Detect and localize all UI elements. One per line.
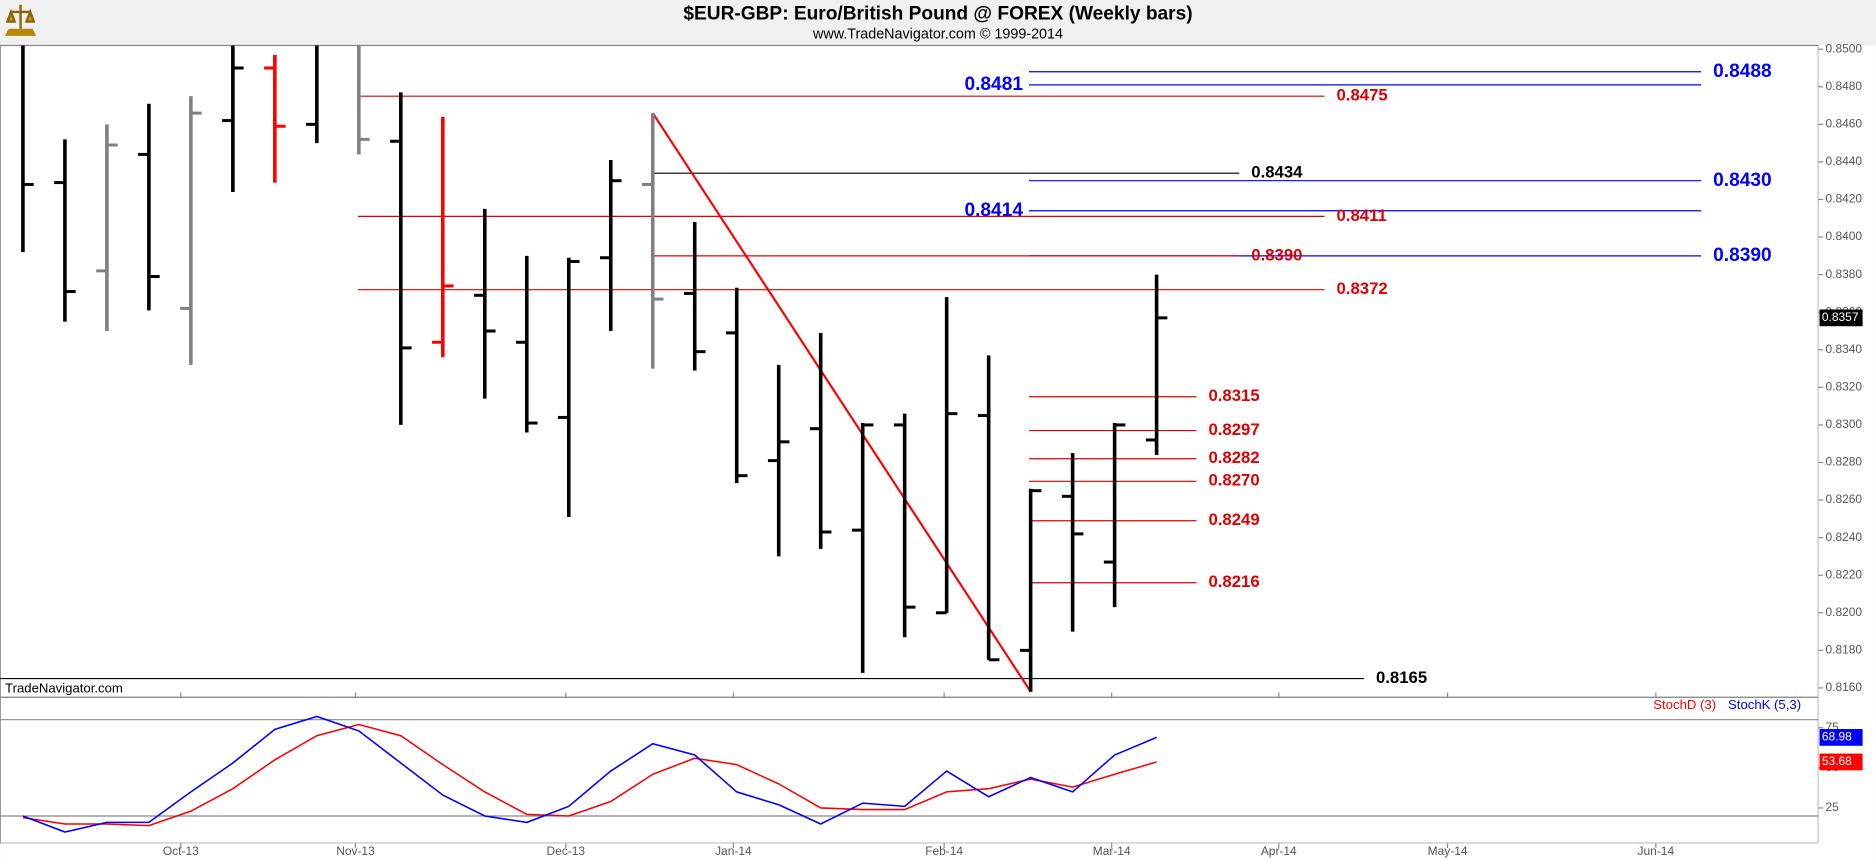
y-tick-label: 0.8200 <box>1826 605 1863 619</box>
chart-title: $EUR-GBP: Euro/British Pound @ FOREX (We… <box>683 3 1192 24</box>
level-label: 0.8434 <box>1251 163 1303 182</box>
stoch-line <box>22 723 1157 827</box>
y-tick-label: 0.8320 <box>1826 380 1863 394</box>
y-tick-label: 0.8420 <box>1826 192 1863 206</box>
level-label: 0.8390 <box>1251 245 1302 264</box>
y-tick-label: 0.8340 <box>1826 342 1863 356</box>
level-label: 0.8488 <box>1713 61 1772 82</box>
x-tick-label: Dec-13 <box>547 844 586 858</box>
level-label: 0.8282 <box>1208 448 1259 467</box>
stoch-line <box>22 715 1157 833</box>
x-tick-label: May-14 <box>1428 844 1468 858</box>
y-tick-label: 0.8440 <box>1826 154 1863 168</box>
watermark: TradeNavigator.com <box>5 680 123 695</box>
x-tick-label: Jun-14 <box>1638 844 1675 858</box>
x-tick-label: Oct-13 <box>163 844 199 858</box>
level-label: 0.8411 <box>1337 206 1387 225</box>
x-tick-label: Apr-14 <box>1261 844 1297 858</box>
level-label: 0.8249 <box>1208 510 1259 529</box>
y-tick-label: 0.8280 <box>1826 455 1863 469</box>
level-label: 0.8430 <box>1713 170 1772 191</box>
y-tick-label: 0.8220 <box>1826 567 1863 581</box>
last-value-box <box>1819 753 1863 771</box>
x-tick-label: Mar-14 <box>1093 844 1131 858</box>
x-tick-label: Jan-14 <box>715 844 752 858</box>
y-tick-label: 0.8240 <box>1826 530 1863 544</box>
last-value-label: 68.98 <box>1822 730 1852 744</box>
x-tick-label: Nov-13 <box>336 844 375 858</box>
level-label: 0.8475 <box>1337 86 1388 105</box>
last-price-label: 0.8357 <box>1822 310 1859 324</box>
level-label: 0.8372 <box>1337 279 1388 298</box>
level-label: 0.8270 <box>1208 471 1259 490</box>
y-tick-label: 25 <box>1826 800 1840 814</box>
y-tick-label: 0.8380 <box>1826 267 1863 281</box>
level-label: 0.8216 <box>1208 572 1259 591</box>
logo <box>5 4 37 36</box>
level-label: 0.8414 <box>964 200 1023 221</box>
last-value-box <box>1819 729 1863 746</box>
y-tick-label: 0.8160 <box>1826 680 1863 694</box>
last-value-label: 53.68 <box>1822 754 1852 768</box>
value-axis-area <box>1818 45 1876 860</box>
time-axis-area <box>0 843 1819 860</box>
y-tick-label: 0.8480 <box>1826 79 1863 93</box>
level-label: 0.8297 <box>1208 420 1259 439</box>
price-panel <box>0 44 1819 698</box>
level-label: 0.8315 <box>1208 386 1259 405</box>
level-label: 0.8390 <box>1713 245 1772 266</box>
y-tick-label: 0.8500 <box>1826 41 1863 55</box>
last-price-box <box>1819 309 1863 327</box>
legend-entry: StochK (5,3) <box>1728 697 1801 712</box>
y-tick-label: 0.8460 <box>1826 117 1863 131</box>
x-tick-label: Feb-14 <box>925 844 963 858</box>
chart-subtitle: www.TradeNavigator.com © 1999-2014 <box>812 26 1063 42</box>
level-label: 0.8165 <box>1376 668 1427 687</box>
y-tick-label: 0.8260 <box>1826 492 1863 506</box>
stochastic-panel <box>0 696 1819 844</box>
trendline <box>651 112 1032 693</box>
y-tick-label: 0.8300 <box>1826 417 1863 431</box>
y-tick-label: 0.8180 <box>1826 643 1863 657</box>
y-tick-label: 0.8400 <box>1826 229 1863 243</box>
legend-entry: StochD (3) <box>1653 697 1716 712</box>
level-label: 0.8481 <box>964 74 1023 95</box>
